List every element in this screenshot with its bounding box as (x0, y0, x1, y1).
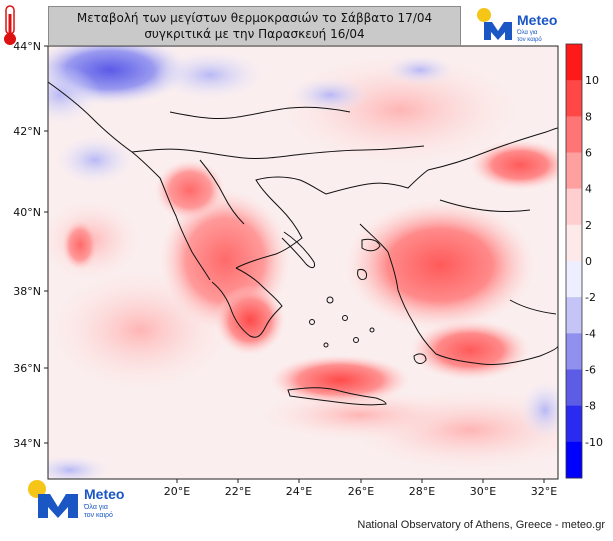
lat-label: 38°N (13, 285, 41, 298)
brand-tagline: τον καιρό (517, 36, 542, 43)
brand-name: Meteo (84, 486, 124, 502)
colorbar-label: 2 (585, 219, 592, 232)
colorbar-label: 6 (585, 147, 592, 160)
latitude-labels: 44°N 42°N 40°N 38°N 36°N 34°N (13, 40, 41, 450)
lon-label: 22°E (225, 485, 251, 498)
latitude-ticks (44, 45, 48, 444)
brand-tagline: τον καιρό (84, 511, 113, 519)
sun-icon (477, 8, 491, 22)
m-logo-icon (484, 22, 512, 40)
coastlines (48, 81, 558, 406)
thermometer-icon (4, 5, 16, 45)
colorbar-segment (566, 405, 582, 443)
title-line-1: Μεταβολή των μεγίστων θερμοκρασιών το Σά… (76, 11, 433, 25)
colorbar-label: -2 (585, 291, 596, 304)
colorbar-segment (566, 80, 582, 117)
credit-text: National Observatory of Athens, Greece -… (357, 519, 605, 531)
colorbar-label: 4 (585, 183, 592, 196)
colorbar-label: 10 (585, 74, 599, 87)
lon-label: 20°E (164, 485, 190, 498)
colorbar-segment (566, 224, 582, 262)
meteo-logo-bottom: Meteo Όλα για τον καιρό (28, 480, 124, 519)
lon-label: 26°E (348, 485, 374, 498)
lat-label: 42°N (13, 125, 41, 138)
lon-label: 32°E (531, 485, 557, 498)
colorbar-segment (566, 369, 582, 407)
colorbar-frame (565, 43, 583, 479)
brand-tagline: Όλα για (83, 504, 108, 511)
colorbar-segment (566, 44, 582, 81)
colorbar-label: -6 (585, 364, 596, 377)
longitude-labels: 20°E 22°E 24°E 26°E 28°E 30°E 32°E (164, 485, 557, 498)
title-line-2: συγκριτικά με την Παρασκευή 16/04 (144, 27, 365, 41)
meteo-logo-top: Meteo Όλα για τον καιρό (477, 8, 557, 43)
colorbar-segment (566, 116, 582, 153)
colorbar-segment (566, 441, 582, 479)
colorbar-label: 8 (585, 110, 592, 123)
lat-label: 34°N (13, 437, 41, 450)
brand-tagline: Όλα για (516, 30, 538, 36)
colorbar-segment (566, 333, 582, 370)
brand-name: Meteo (517, 12, 557, 28)
lat-label: 40°N (13, 206, 41, 219)
colorbar-label: -8 (585, 400, 596, 413)
sun-icon (28, 480, 46, 498)
lon-label: 28°E (409, 485, 435, 498)
map-frame (47, 45, 559, 480)
colorbar-segment (566, 261, 582, 298)
title-box: Μεταβολή των μεγίστων θερμοκρασιών το Σά… (48, 6, 461, 46)
colorbar-segment (566, 188, 582, 226)
lat-label: 36°N (13, 362, 41, 375)
colorbar-label: 0 (585, 255, 592, 268)
longitude-ticks (176, 479, 545, 483)
colorbar-label: -10 (585, 436, 603, 449)
colorbar: 10 8 6 4 2 0 -2 -4 -6 -8 -10 (565, 43, 603, 479)
m-logo-icon (38, 494, 78, 518)
colorbar-segment (566, 297, 582, 334)
colorbar-label: -4 (585, 327, 596, 340)
lon-label: 30°E (470, 485, 496, 498)
colorbar-segment (566, 152, 582, 190)
lat-label: 44°N (13, 40, 41, 53)
lon-label: 24°E (286, 485, 312, 498)
map-field (48, 46, 558, 479)
